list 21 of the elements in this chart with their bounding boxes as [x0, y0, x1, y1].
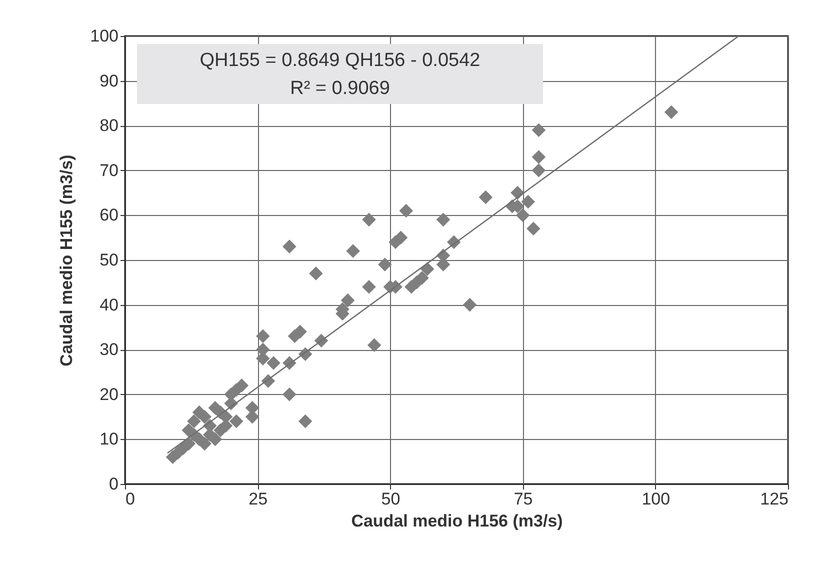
annotation: QH155 = 0.8649 QH156 - 0.0542: [200, 50, 480, 71]
y-axis-title: Caudal medio H155 (m3/s): [57, 154, 76, 366]
y-tick-label: 70: [100, 160, 118, 180]
y-tick-label: 50: [100, 250, 118, 270]
x-tick-label: 0: [126, 490, 135, 508]
y-tick-label: 20: [100, 384, 118, 404]
y-tick-label: 10: [100, 430, 118, 449]
y-tick-label: 30: [100, 340, 118, 360]
y-tick-label: 40: [100, 295, 118, 314]
y-tick-label: 80: [100, 116, 118, 136]
y-tick-label: 100: [90, 26, 118, 46]
x-tick-label: 25: [248, 490, 268, 508]
x-tick-label: 100: [642, 490, 670, 508]
y-tick-label: 0: [109, 474, 118, 494]
y-tick-label: 90: [100, 71, 118, 90]
annotation: R² = 0.9069: [290, 78, 390, 99]
x-axis-title: Caudal medio H156 (m3/s): [351, 512, 563, 530]
x-tick-label: 75: [514, 490, 533, 508]
x-tick-label: 125: [760, 490, 788, 508]
y-tick-label: 60: [100, 206, 118, 225]
x-tick-label: 50: [381, 490, 400, 508]
